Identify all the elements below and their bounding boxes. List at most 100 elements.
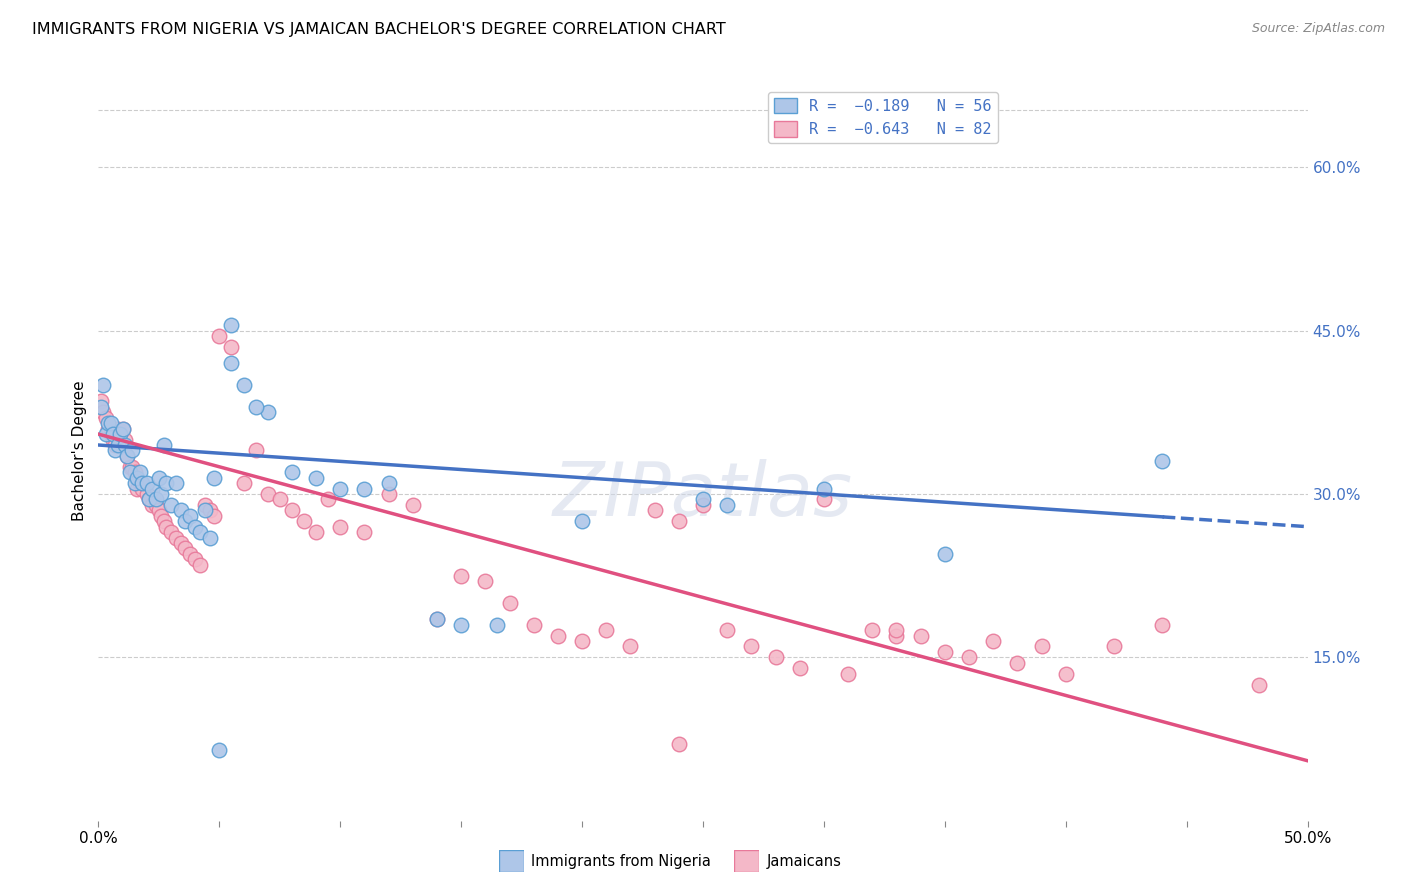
Point (316, 492, 339, 507)
Point (377, 487, 399, 501)
Point (138, 492, 160, 507)
Point (765, 650, 787, 665)
Point (595, 623, 617, 637)
Point (179, 508, 201, 523)
Point (135, 487, 157, 501)
Point (155, 519, 177, 533)
Point (245, 400, 267, 414)
Point (148, 471, 170, 485)
Point (179, 547, 201, 561)
Point (194, 498, 217, 512)
Text: Jamaicans: Jamaicans (766, 855, 841, 869)
Point (1031, 640, 1053, 654)
Point (107, 438, 129, 452)
Point (981, 634, 1004, 648)
Point (127, 482, 149, 496)
Point (160, 498, 183, 512)
Point (221, 340, 243, 354)
Point (111, 422, 134, 436)
Point (145, 492, 167, 507)
Point (204, 508, 226, 523)
Point (91, 378, 114, 392)
Point (100, 416, 122, 430)
Point (131, 482, 153, 496)
Point (107, 422, 129, 436)
Point (486, 617, 509, 632)
Point (957, 650, 980, 665)
Point (547, 628, 569, 642)
Point (232, 476, 254, 491)
Point (305, 471, 328, 485)
Point (1102, 640, 1125, 654)
Point (131, 476, 153, 491)
Point (450, 568, 472, 582)
Point (118, 459, 141, 474)
Point (97, 422, 120, 436)
Point (94, 427, 117, 442)
Point (281, 503, 304, 517)
Point (169, 536, 191, 550)
Point (426, 612, 449, 626)
Point (402, 498, 425, 512)
Point (150, 487, 173, 501)
Point (128, 465, 150, 479)
Point (155, 476, 177, 491)
Point (101, 433, 124, 447)
Point (90, 394, 112, 409)
Point (141, 498, 163, 512)
Point (256, 487, 278, 501)
Text: IMMIGRANTS FROM NIGERIA VS JAMAICAN BACHELOR'S DEGREE CORRELATION CHART: IMMIGRANTS FROM NIGERIA VS JAMAICAN BACH… (32, 22, 725, 37)
Point (353, 482, 375, 496)
Point (152, 438, 174, 452)
Point (716, 498, 738, 512)
Point (619, 640, 641, 654)
Point (860, 623, 883, 637)
Point (121, 443, 143, 458)
Point (329, 519, 352, 533)
Point (104, 438, 127, 452)
Point (127, 471, 149, 485)
Text: Source: ZipAtlas.com: Source: ZipAtlas.com (1251, 22, 1385, 36)
Point (221, 318, 243, 333)
Point (114, 438, 136, 452)
Point (198, 503, 221, 517)
Point (188, 558, 211, 572)
Point (152, 514, 174, 528)
Point (165, 476, 187, 491)
Point (523, 617, 546, 632)
Point (886, 623, 908, 637)
Point (118, 465, 141, 479)
Point (232, 378, 254, 392)
Point (124, 465, 146, 479)
Point (837, 666, 859, 681)
Point (1249, 677, 1271, 691)
Point (910, 628, 932, 642)
Point (174, 541, 197, 556)
Point (150, 508, 173, 523)
Point (135, 476, 157, 491)
Point (138, 492, 160, 507)
Point (117, 449, 139, 463)
Point (204, 471, 226, 485)
Point (221, 356, 243, 370)
Point (644, 503, 666, 517)
Point (426, 612, 449, 626)
Point (148, 503, 170, 517)
Point (114, 433, 136, 447)
Text: ZIPatlas: ZIPatlas (553, 458, 853, 531)
Legend: R =  −0.189   N = 56, R =  −0.643   N = 82: R = −0.189 N = 56, R = −0.643 N = 82 (768, 92, 998, 144)
Point (292, 514, 315, 528)
Point (1152, 617, 1174, 632)
Point (184, 519, 207, 533)
Point (100, 427, 122, 442)
Point (104, 443, 127, 458)
Point (571, 514, 593, 528)
Point (121, 459, 143, 474)
Point (108, 427, 131, 442)
Point (208, 329, 231, 343)
Point (813, 482, 835, 496)
Point (145, 498, 167, 512)
Point (245, 443, 267, 458)
Point (668, 514, 690, 528)
Point (305, 525, 328, 540)
